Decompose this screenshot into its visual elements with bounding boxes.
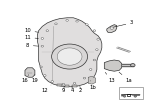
Text: 13: 13 <box>105 72 115 83</box>
Polygon shape <box>107 25 117 32</box>
Circle shape <box>40 66 42 68</box>
Bar <box>72 85 77 87</box>
Circle shape <box>55 23 57 25</box>
Text: 16: 16 <box>21 75 29 83</box>
Circle shape <box>57 48 82 65</box>
Circle shape <box>86 24 88 26</box>
Circle shape <box>110 27 113 29</box>
Circle shape <box>93 59 96 61</box>
Bar <box>57 84 62 86</box>
Bar <box>119 87 143 99</box>
Circle shape <box>73 82 76 84</box>
Circle shape <box>51 81 53 82</box>
Circle shape <box>41 45 44 47</box>
Circle shape <box>46 30 48 32</box>
Polygon shape <box>25 68 35 77</box>
Polygon shape <box>121 94 140 96</box>
Circle shape <box>44 75 46 76</box>
Text: 1a: 1a <box>119 72 132 83</box>
Circle shape <box>134 95 137 97</box>
Text: 19: 19 <box>32 75 38 83</box>
Polygon shape <box>104 60 122 71</box>
Circle shape <box>97 38 99 40</box>
Circle shape <box>52 44 88 69</box>
Circle shape <box>96 49 98 51</box>
Text: 10: 10 <box>24 28 38 33</box>
Circle shape <box>131 64 135 67</box>
Polygon shape <box>37 18 102 87</box>
Circle shape <box>123 95 126 97</box>
Circle shape <box>76 20 78 22</box>
Circle shape <box>83 77 86 79</box>
Circle shape <box>89 69 92 70</box>
Bar <box>65 85 69 87</box>
Polygon shape <box>88 76 96 84</box>
Text: 3: 3 <box>111 20 133 28</box>
Text: 1b: 1b <box>90 81 96 90</box>
Text: 2: 2 <box>79 86 82 93</box>
Text: 4: 4 <box>70 86 74 93</box>
Circle shape <box>62 83 65 85</box>
Circle shape <box>41 38 44 39</box>
Circle shape <box>93 30 96 32</box>
Text: 9: 9 <box>62 86 65 93</box>
Text: 8: 8 <box>26 43 38 48</box>
Circle shape <box>66 19 68 21</box>
Bar <box>127 94 130 96</box>
Text: 12: 12 <box>41 85 51 93</box>
Text: 11: 11 <box>24 35 38 40</box>
